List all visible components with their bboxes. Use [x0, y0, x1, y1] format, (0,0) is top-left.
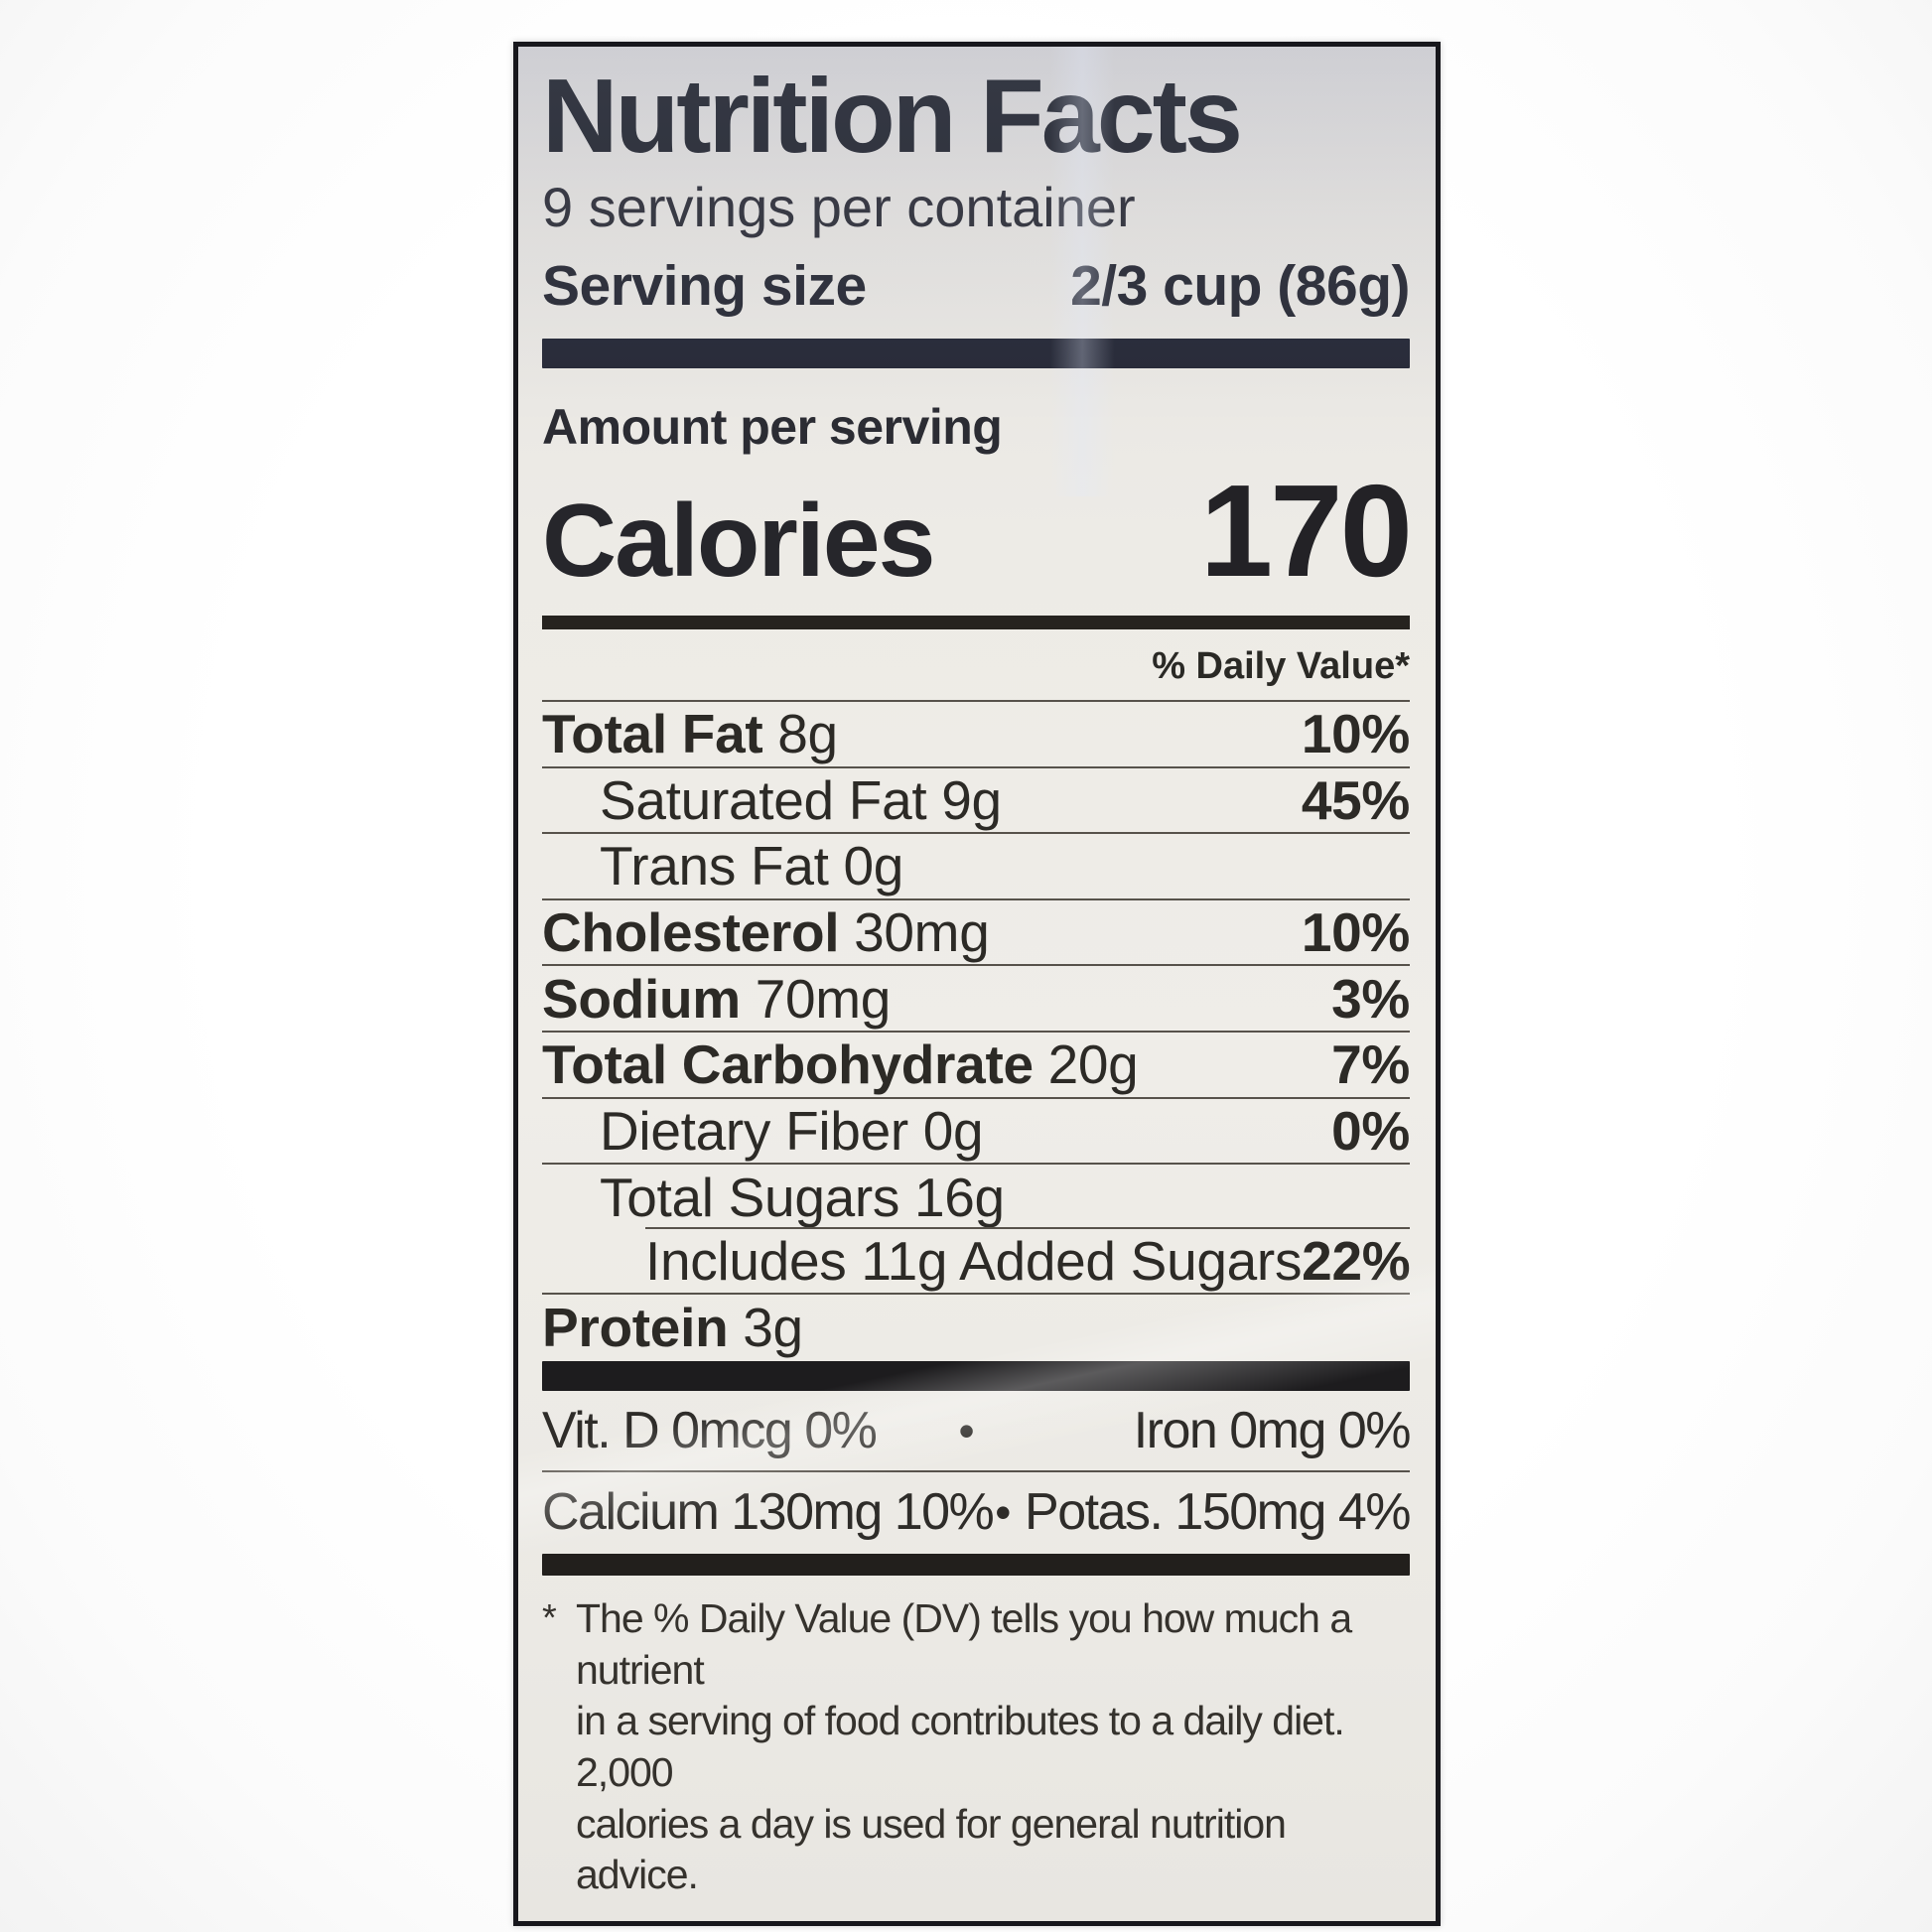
- micronutrient-row-calcium-potassium: Calcium 130mg 10% • Potas. 150mg 4%: [542, 1470, 1411, 1552]
- nutrient-table: Total Fat 8g 10% Saturated Fat 9g 45% Tr…: [542, 699, 1411, 1359]
- nutrient-row-dietary-fiber: Dietary Fiber 0g 0%: [542, 1096, 1410, 1164]
- nutrient-row-trans-fat: Trans Fat 0g: [542, 832, 1410, 898]
- footnote-asterisk: *: [542, 1597, 557, 1640]
- footnote-line: The % Daily Value (DV) tells you how muc…: [576, 1595, 1352, 1693]
- micronutrient-right: Iron 0mg 0%: [1133, 1402, 1412, 1460]
- nutrient-name: Total Sugars: [600, 1166, 900, 1228]
- bullet-separator: •: [995, 1486, 1011, 1539]
- divider-bar-mid: [542, 1361, 1410, 1392]
- nutrient-dv: 45%: [1301, 768, 1410, 831]
- micronutrient-row-vitd-iron: Vit. D 0mcg 0% • Iron 0mg 0%: [542, 1391, 1412, 1470]
- nutrition-facts-label: Nutrition Facts 9 servings per container…: [513, 42, 1441, 1926]
- nutrient-dv: 22%: [1302, 1230, 1411, 1293]
- nutrient-amount: 70mg: [755, 967, 892, 1030]
- footnote-text: The % Daily Value (DV) tells you how muc…: [576, 1593, 1410, 1901]
- nutrient-name: Total Carbohydrate: [542, 1034, 1034, 1096]
- calories-label: Calories: [542, 483, 935, 599]
- nutrient-dv: 0%: [1331, 1099, 1410, 1162]
- nutrient-amount: 16g: [913, 1166, 1005, 1228]
- divider-bar-bottom: [542, 1554, 1410, 1577]
- serving-size-value: 2/3 cup (86g): [1070, 253, 1410, 318]
- nutrient-dv: 7%: [1331, 1034, 1410, 1096]
- nutrient-row-total-fat: Total Fat 8g 10%: [542, 699, 1410, 766]
- micronutrient-section: Vit. D 0mcg 0% • Iron 0mg 0% Calcium 130…: [542, 1391, 1412, 1552]
- serving-size-label: Serving size: [542, 253, 867, 318]
- nutrient-name: Dietary Fiber: [600, 1099, 908, 1162]
- footnote-line: in a serving of food contributes to a da…: [576, 1698, 1345, 1796]
- nutrient-dv: 10%: [1301, 901, 1410, 964]
- nutrient-name: Includes 11g Added Sugars: [645, 1230, 1303, 1293]
- nutrient-name: Protein: [542, 1296, 729, 1358]
- calories-row: Calories 170: [542, 456, 1413, 606]
- servings-per-container: 9 servings per container: [542, 176, 1136, 239]
- nutrient-dv: 10%: [1301, 703, 1410, 765]
- nutrient-amount: 8g: [777, 703, 838, 765]
- heavy-rule: [542, 615, 1410, 629]
- nutrient-name: Trans Fat: [600, 835, 829, 897]
- serving-size-row: Serving size 2/3 cup (86g): [542, 253, 1410, 319]
- nutrient-amount: 0g: [922, 1099, 984, 1162]
- nutrient-dv: 3%: [1331, 967, 1410, 1030]
- nutrient-amount: 3g: [743, 1296, 803, 1358]
- bullet-separator: •: [958, 1405, 975, 1457]
- divider-bar-top: [542, 338, 1410, 368]
- footnote: * The % Daily Value (DV) tells you how m…: [542, 1593, 1410, 1901]
- nutrient-name: Saturated Fat: [600, 768, 927, 831]
- nutrient-amount: 9g: [941, 768, 1002, 831]
- nutrient-row-total-sugars: Total Sugars 16g: [542, 1163, 1410, 1229]
- nutrient-name: Total Fat: [542, 703, 763, 765]
- nutrient-amount: 0g: [843, 835, 904, 897]
- nutrient-row-total-carbohydrate: Total Carbohydrate 20g 7%: [542, 1030, 1410, 1097]
- nutrient-amount: 30mg: [854, 901, 990, 964]
- nutrient-row-sodium: Sodium 70mg 3%: [542, 964, 1410, 1031]
- nutrient-row-protein: Protein 3g: [542, 1293, 1410, 1359]
- nutrient-name: Cholesterol: [542, 901, 840, 964]
- calories-value: 170: [1199, 457, 1413, 604]
- label-title: Nutrition Facts: [542, 58, 1243, 175]
- nutrient-row-cholesterol: Cholesterol 30mg 10%: [542, 897, 1410, 965]
- amount-per-serving-label: Amount per serving: [542, 398, 1003, 455]
- nutrient-amount: 20g: [1047, 1034, 1139, 1096]
- micronutrient-left: Vit. D 0mcg 0%: [542, 1402, 878, 1460]
- footnote-line: calories a day is used for general nutri…: [576, 1800, 1287, 1898]
- micronutrient-right: Potas. 150mg 4%: [1025, 1483, 1411, 1542]
- nutrient-name: Sodium: [542, 967, 741, 1030]
- micronutrient-left: Calcium 130mg 10%: [542, 1483, 995, 1542]
- nutrient-row-saturated-fat: Saturated Fat 9g 45%: [542, 765, 1410, 833]
- daily-value-header: % Daily Value*: [1152, 644, 1410, 687]
- nutrient-row-added-sugars: Includes 11g Added Sugars 22%: [542, 1226, 1411, 1294]
